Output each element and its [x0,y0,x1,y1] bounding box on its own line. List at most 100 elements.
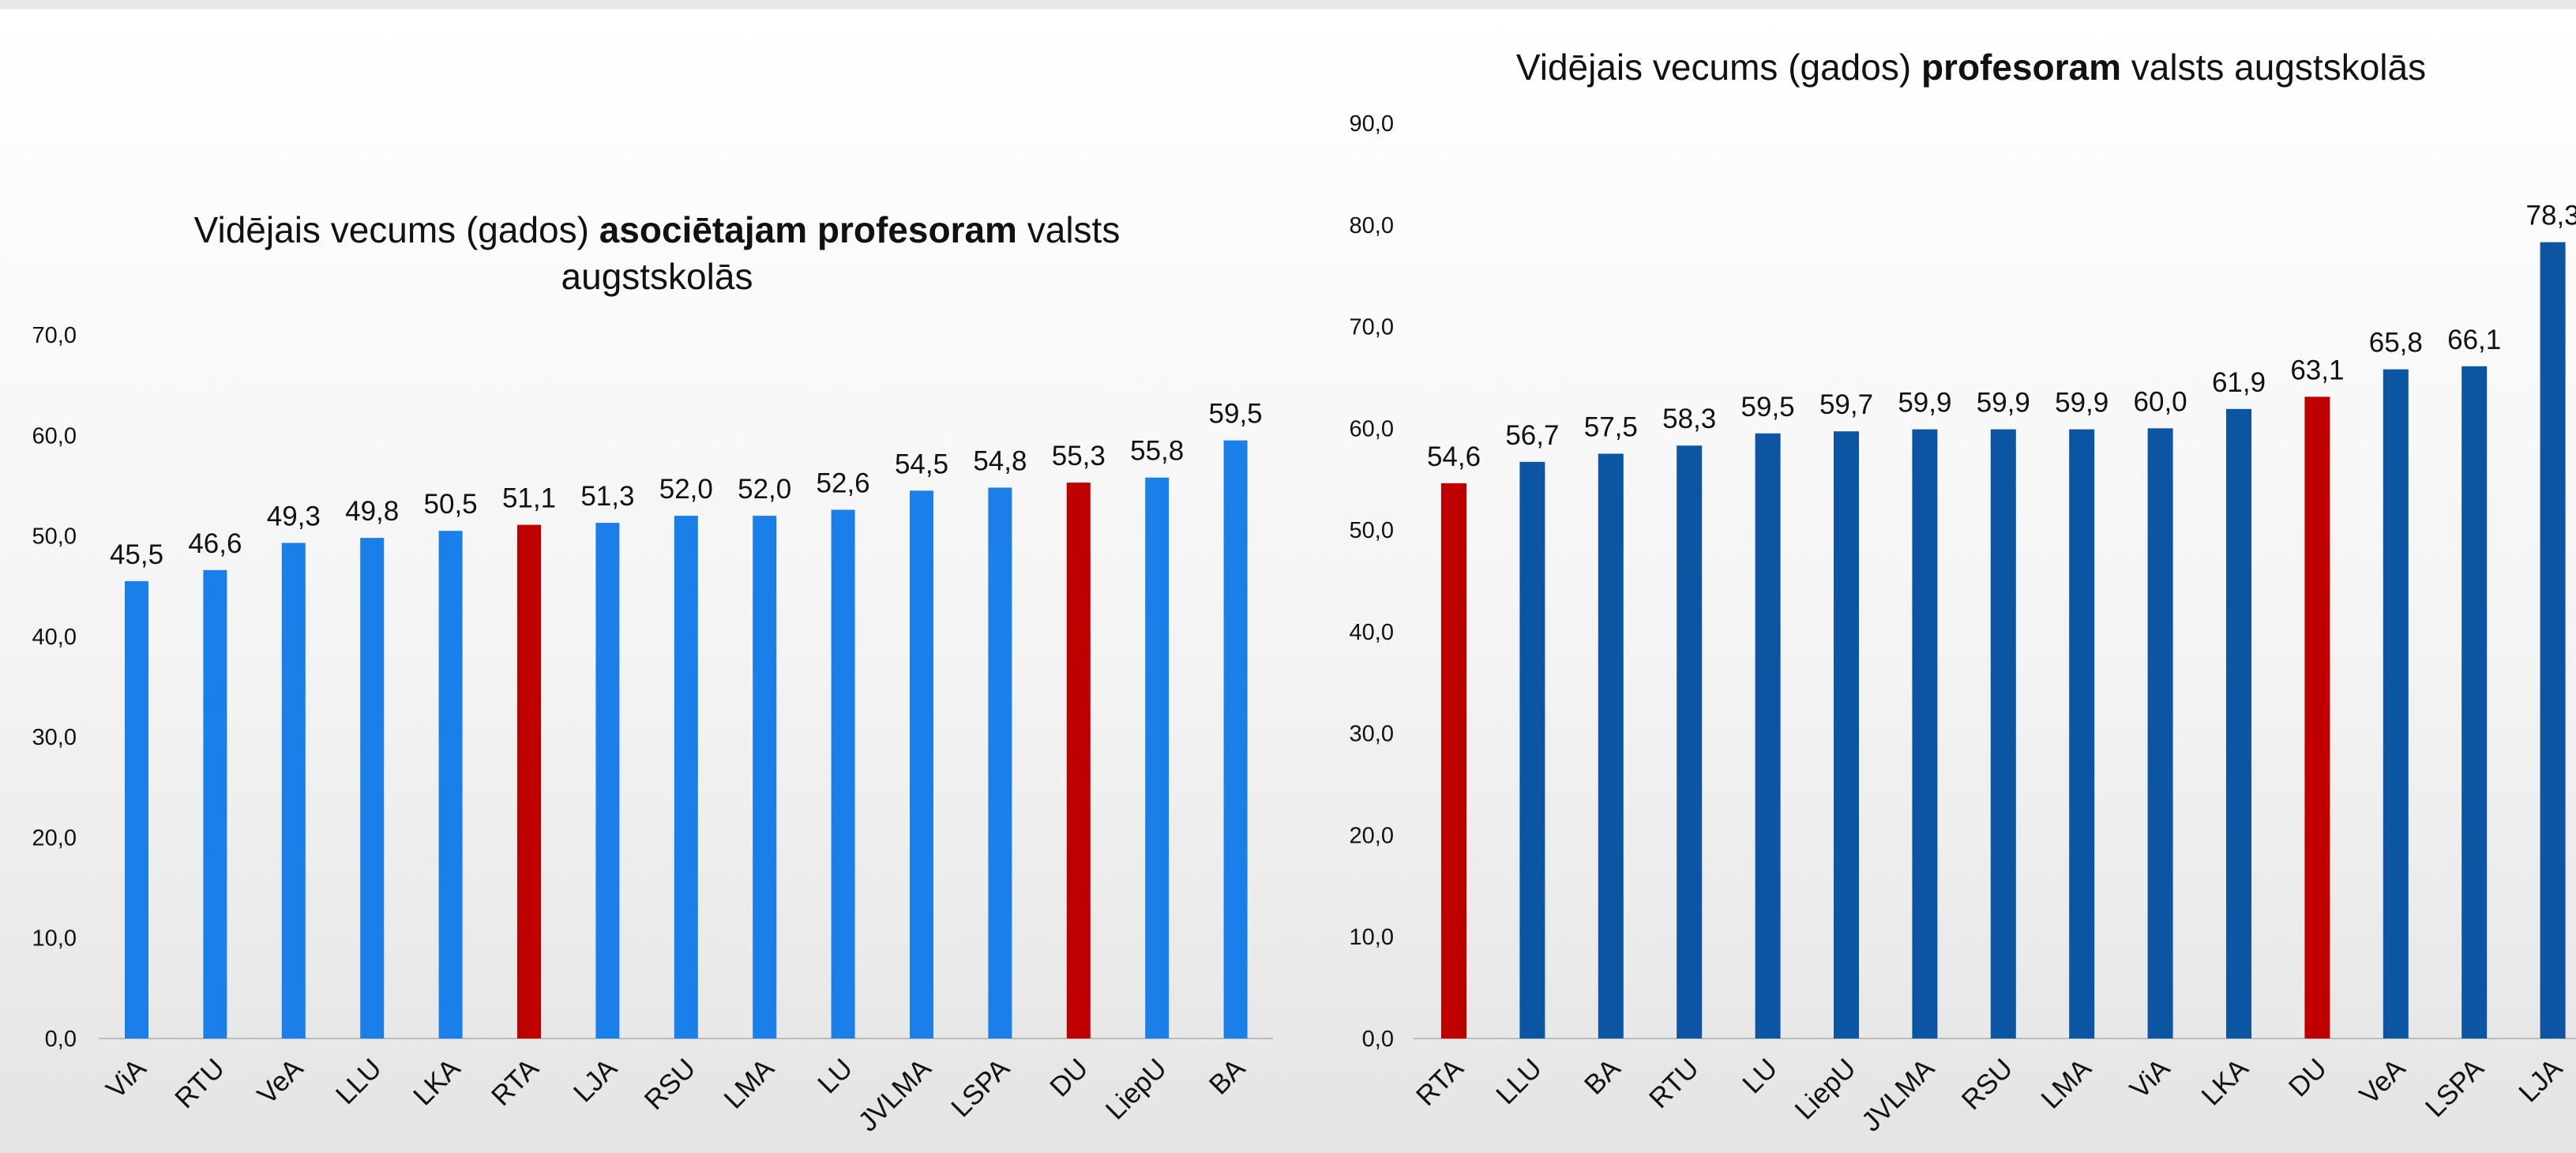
bar [439,531,463,1038]
chart: 0,0 10,0 20,0 30,0 40,0 50,0 60,0 70,0 45,5 ViA 46… [0,0,2576,1153]
x-tick-label: ViA [2124,1053,2176,1105]
value-label: 58,3 [1662,404,1716,434]
x-tick-label: BA [1579,1053,1627,1101]
x-tick-label: RTU [1643,1053,1705,1114]
bar [360,538,384,1038]
value-label: 45,5 [110,539,163,570]
x-tick-label: DU [2283,1053,2333,1102]
bar [595,523,619,1038]
value-label: 54,6 [1427,441,1481,472]
x-tick-label: LJA [568,1053,624,1109]
bar [1677,445,1702,1038]
y-tick-label: 20,0 [32,825,77,851]
value-label: 66,1 [2447,325,2501,355]
bar [674,516,698,1038]
value-label: 54,5 [895,449,948,479]
x-tick-label: BA [1204,1053,1252,1101]
value-label: 78,3 [2526,201,2576,231]
value-label: 49,8 [345,496,399,527]
x-tick-label: LSPA [2420,1053,2490,1123]
value-label: 61,9 [2212,367,2266,398]
bar [517,525,541,1038]
value-label: 63,1 [2290,355,2344,385]
x-tick-label: RTA [1410,1053,1470,1112]
x-tick-label: ViA [100,1053,152,1105]
x-tick-label: LiepU [1789,1053,1861,1125]
bar [2069,430,2094,1038]
value-label: 52,6 [817,468,870,498]
value-label: 51,3 [580,481,634,512]
value-label: 52,0 [659,474,713,505]
value-label: 54,8 [973,445,1027,476]
x-tick-label: LKA [2195,1053,2255,1112]
x-tick-label: LKA [407,1053,467,1112]
x-tick-label: LJA [2513,1053,2569,1109]
value-label: 59,5 [1741,392,1795,423]
y-tick-label: 80,0 [1350,213,1394,238]
x-tick-label: LLU [1490,1053,1548,1110]
value-label: 46,6 [188,528,242,559]
x-tick-label: RSU [1956,1053,2019,1116]
value-label: 55,8 [1130,436,1184,467]
y-tick-label: 70,0 [32,323,77,348]
x-tick-label: LMA [718,1053,780,1115]
y-tick-label: 30,0 [32,725,77,750]
x-tick-label: JVLMA [1856,1053,1941,1138]
bar [1441,483,1466,1038]
y-tick-label: 60,0 [1350,416,1394,441]
value-label: 59,7 [1819,389,1873,420]
bar [1756,434,1781,1038]
value-label: 49,3 [267,501,321,531]
bar [2226,409,2251,1038]
value-label: 59,5 [1209,399,1263,430]
y-tick-label: 20,0 [1350,823,1394,848]
x-tick-label: RTA [486,1053,545,1112]
y-tick-label: 50,0 [32,524,77,550]
x-tick-label: LLU [330,1053,388,1110]
bar [910,490,933,1038]
y-tick-label: 10,0 [1350,925,1394,950]
y-tick-label: 70,0 [1350,315,1394,340]
bar [753,516,776,1038]
bar [125,581,148,1038]
value-label: 60,0 [2134,386,2187,417]
x-tick-label: VeA [251,1053,309,1110]
value-label: 59,9 [2055,388,2108,419]
value-label: 59,9 [1898,388,1951,419]
bar [2461,366,2487,1038]
value-label: 56,7 [1505,420,1559,451]
y-tick-label: 60,0 [32,423,77,449]
bar [988,487,1012,1038]
value-label: 59,9 [1977,388,2030,419]
value-label: 50,5 [424,489,478,520]
bar [1145,478,1169,1038]
page: Vidējais vecums (gados) asociētajam prof… [0,0,2576,1153]
bar [282,543,306,1038]
bar [2383,370,2409,1038]
bar [1834,431,1859,1038]
x-tick-label: RSU [639,1053,702,1116]
y-tick-label: 90,0 [1350,111,1394,137]
y-tick-label: 50,0 [1350,518,1394,543]
y-tick-label: 0,0 [1362,1027,1394,1052]
value-label: 51,1 [502,483,556,514]
bar [1598,454,1624,1038]
bar [832,509,855,1038]
bar [2304,396,2330,1038]
y-tick-label: 40,0 [1350,620,1394,645]
x-tick-label: DU [1044,1053,1094,1102]
value-label: 57,5 [1584,412,1638,443]
bar [1067,483,1091,1038]
x-tick-label: LU [1737,1053,1783,1099]
x-tick-label: VeA [2353,1053,2411,1110]
x-tick-label: LU [812,1053,858,1099]
x-tick-label: LMA [2035,1053,2097,1115]
bar [1912,430,1937,1038]
value-label: 52,0 [738,474,791,505]
value-label: 55,3 [1052,441,1106,471]
y-tick-label: 40,0 [32,625,77,650]
bar [2540,242,2566,1038]
y-tick-label: 10,0 [32,926,77,952]
y-tick-label: 30,0 [1350,722,1394,747]
bar [2148,428,2173,1038]
